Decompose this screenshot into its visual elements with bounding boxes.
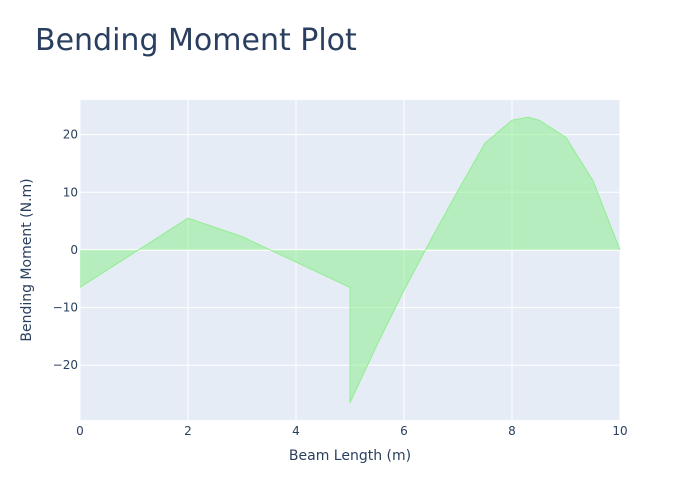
y-axis-ticks: −20 −10 0 10 20 <box>53 128 78 373</box>
x-tick-label: 0 <box>76 424 84 438</box>
x-tick-label: 4 <box>292 424 300 438</box>
x-axis-ticks: 0 2 4 6 8 10 <box>76 424 627 438</box>
x-tick-label: 2 <box>184 424 192 438</box>
bending-moment-line <box>79 116 621 403</box>
x-tick-label: 8 <box>508 424 516 438</box>
series-layer <box>79 116 621 403</box>
x-tick-label: 10 <box>612 424 627 438</box>
chart-title: Bending Moment Plot <box>35 23 357 58</box>
y-tick-label: 20 <box>63 128 78 142</box>
x-tick-label: 6 <box>400 424 408 438</box>
y-tick-label: −20 <box>53 358 78 372</box>
y-tick-label: 0 <box>70 243 78 257</box>
bending-moment-area <box>80 117 620 403</box>
y-tick-label: 10 <box>63 185 78 199</box>
y-tick-label: −10 <box>53 301 78 315</box>
y-axis-label: Bending Moment (N.m) <box>19 178 35 341</box>
x-axis-label: Beam Length (m) <box>289 448 411 464</box>
